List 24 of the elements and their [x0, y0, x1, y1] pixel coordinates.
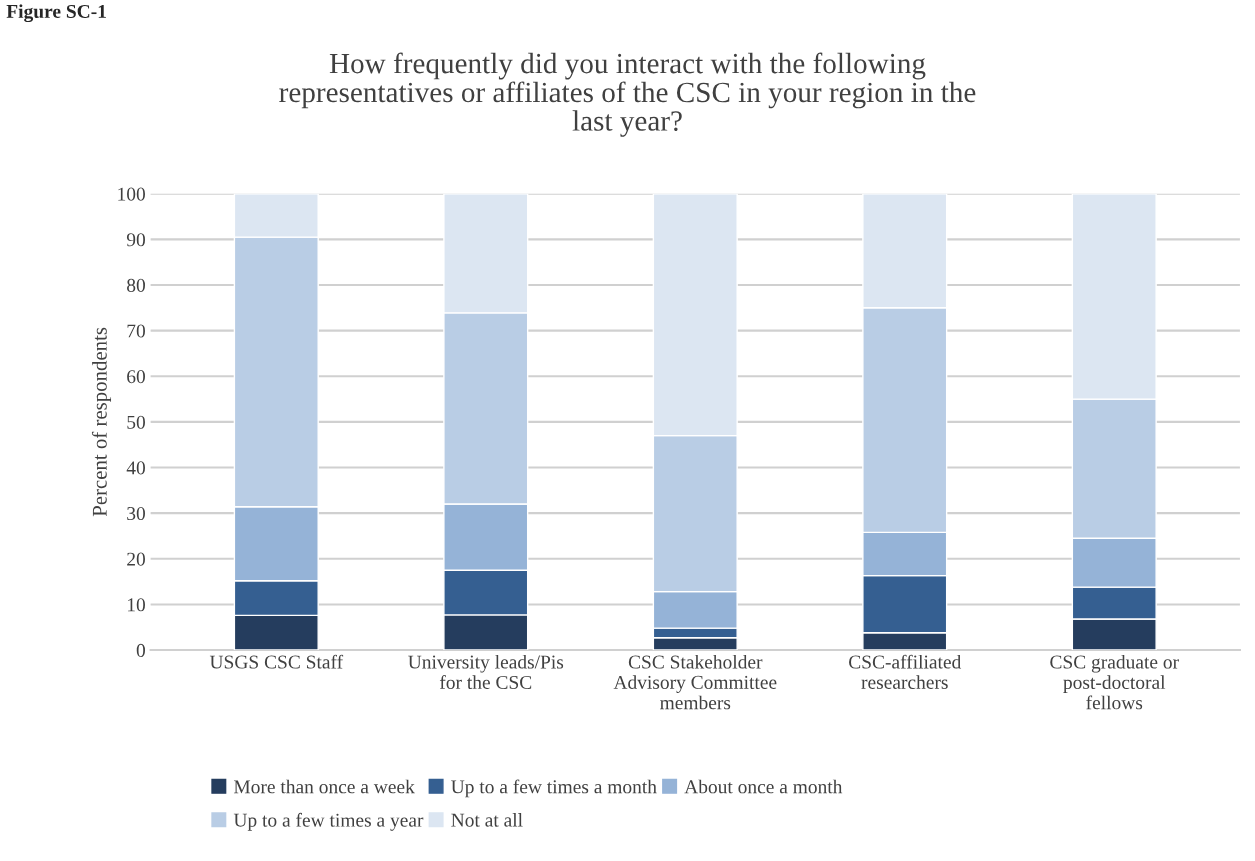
legend-label: Not at all [451, 812, 523, 827]
y-tick-label: 20 [127, 552, 145, 566]
y-tick-label: 100 [118, 187, 145, 201]
y-tick-label: 10 [128, 598, 145, 612]
legend-label: More than once a week [233, 779, 415, 794]
x-tick-label: CSC-affiliated researchers [849, 654, 962, 689]
x-tick-label: CSC Stakeholder Advisory Committee members [613, 654, 777, 710]
y-tick-label: 90 [126, 233, 145, 247]
y-tick-label: 40 [126, 461, 145, 475]
y-tick-label: 70 [127, 324, 145, 338]
chart-title: How frequently did you interact with the following representatives or affiliates of the CSC in your region in the last year? [279, 52, 976, 137]
y-tick-label: 30 [127, 506, 145, 521]
legend-label: Up to a few times a year [233, 812, 424, 831]
y-tick-label: 50 [127, 415, 145, 429]
legend-label: About once a month [684, 779, 843, 794]
x-tick-label: CSC graduate or post-doctoral fellows [1050, 654, 1179, 710]
y-axis-title: Percent of respondents [91, 327, 112, 517]
x-tick-label: USGS CSC Staff [209, 654, 344, 669]
y-tick-label: 80 [127, 278, 145, 292]
legend-label: Up to a few times a month [451, 779, 657, 798]
text: Figure SC-1 [6, 4, 106, 23]
y-tick-label: 0 [136, 643, 145, 657]
x-tick-label: University leads/Pis for the CSC [408, 654, 564, 689]
y-tick-label: 60 [127, 370, 145, 384]
